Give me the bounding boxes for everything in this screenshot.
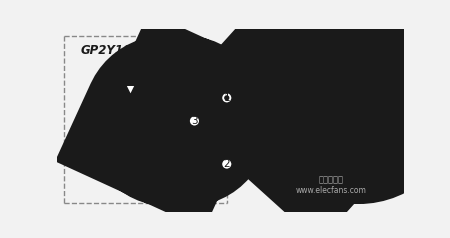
Circle shape [129, 162, 132, 166]
Text: R=150Ω: R=150Ω [316, 81, 356, 91]
Text: $I_{LED}$: $I_{LED}$ [198, 102, 215, 115]
Text: 电子发烧友: 电子发烧友 [318, 175, 343, 184]
Circle shape [225, 96, 229, 100]
Text: 2: 2 [224, 159, 230, 169]
Text: GP2Y1010AU0F: GP2Y1010AU0F [81, 44, 182, 57]
Circle shape [221, 93, 232, 103]
Circle shape [140, 119, 144, 123]
Circle shape [292, 96, 297, 100]
Circle shape [189, 116, 200, 126]
Circle shape [369, 162, 374, 166]
Text: 1: 1 [224, 93, 230, 103]
Circle shape [292, 162, 297, 166]
Text: 3: 3 [191, 116, 198, 126]
Text: C=220μF: C=220μF [308, 126, 354, 136]
Circle shape [221, 159, 232, 169]
Text: +: + [278, 121, 286, 131]
Text: $V_{CC}$: $V_{CC}$ [362, 73, 381, 87]
Polygon shape [126, 85, 135, 95]
Circle shape [140, 119, 144, 123]
Text: www.elecfans.com: www.elecfans.com [295, 186, 366, 195]
Circle shape [129, 96, 133, 100]
